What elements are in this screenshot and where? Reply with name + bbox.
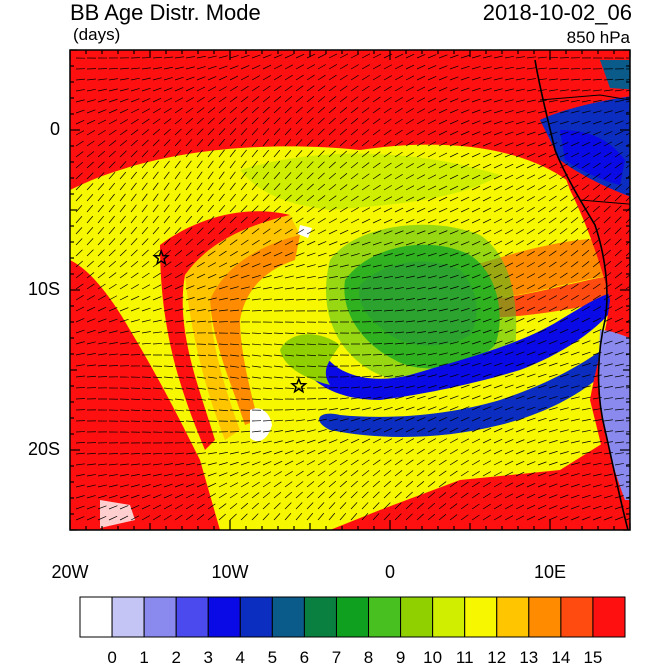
colorbar-label: 4 xyxy=(225,648,255,668)
lat-label: 10S xyxy=(0,279,60,300)
lat-label: 20S xyxy=(0,439,60,460)
map-field xyxy=(70,50,640,530)
colorbar-label: 12 xyxy=(482,648,512,668)
colorbar-swatch xyxy=(272,597,304,637)
colorbar-swatch xyxy=(176,597,208,637)
colorbar-swatch xyxy=(80,597,112,637)
lat-label: 0 xyxy=(0,119,60,140)
colorbar-swatch xyxy=(336,597,368,637)
colorbar-swatch xyxy=(304,597,336,637)
colorbar-swatch xyxy=(593,597,625,637)
colorbar-label: 6 xyxy=(289,648,319,668)
colorbar-label: 9 xyxy=(386,648,416,668)
colorbar xyxy=(80,597,625,637)
colorbar-label: 7 xyxy=(321,648,351,668)
colorbar-swatch xyxy=(433,597,465,637)
colorbar-label: 0 xyxy=(97,648,127,668)
lon-label: 10E xyxy=(520,562,580,583)
colorbar-swatch xyxy=(369,597,401,637)
colorbar-label: 14 xyxy=(546,648,576,668)
lon-label: 20W xyxy=(40,562,100,583)
lon-label: 10W xyxy=(200,562,260,583)
colorbar-swatch xyxy=(529,597,561,637)
colorbar-label: 13 xyxy=(514,648,544,668)
lon-label: 0 xyxy=(360,562,420,583)
colorbar-label: 10 xyxy=(418,648,448,668)
colorbar-swatch xyxy=(465,597,497,637)
colorbar-swatch xyxy=(240,597,272,637)
colorbar-label: 5 xyxy=(257,648,287,668)
colorbar-label: 1 xyxy=(129,648,159,668)
colorbar-swatch xyxy=(401,597,433,637)
colorbar-label: 2 xyxy=(161,648,191,668)
colorbar-swatch xyxy=(497,597,529,637)
colorbar-swatch xyxy=(208,597,240,637)
colorbar-swatch xyxy=(561,597,593,637)
colorbar-swatch xyxy=(144,597,176,637)
colorbar-label: 3 xyxy=(193,648,223,668)
colorbar-label: 11 xyxy=(450,648,480,668)
colorbar-swatch xyxy=(112,597,144,637)
colorbar-label: 15 xyxy=(578,648,608,668)
colorbar-label: 8 xyxy=(354,648,384,668)
